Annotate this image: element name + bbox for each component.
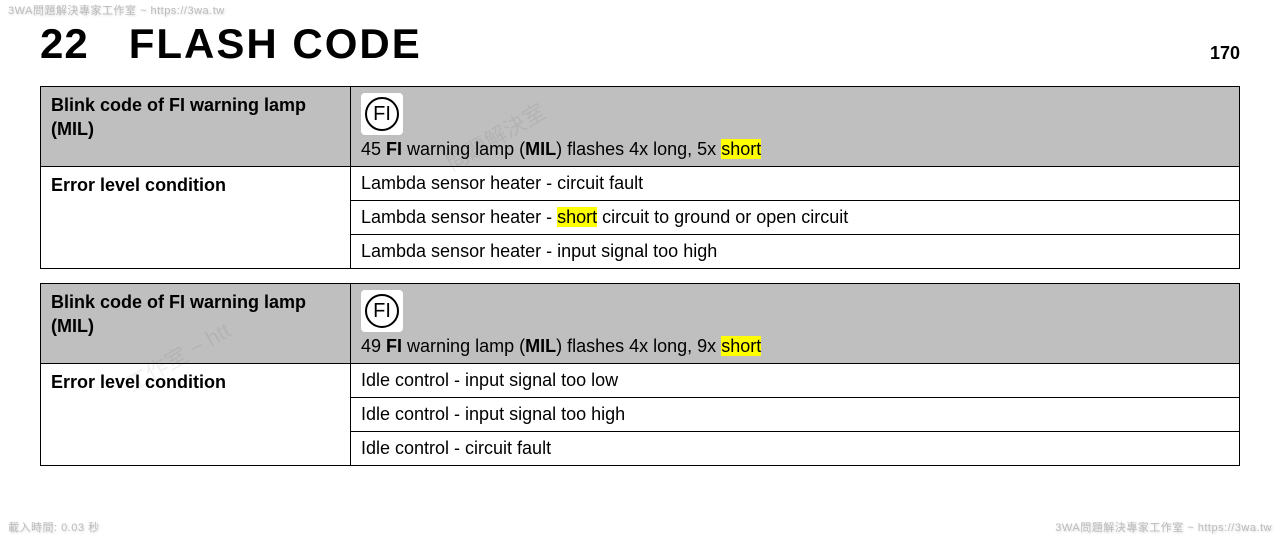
blink-text-d: ) flashes 4x long, 9x: [556, 336, 721, 356]
error-level-label: Error level condition: [41, 364, 351, 466]
error-text-pre: Lambda sensor heater -: [361, 207, 557, 227]
page-number: 170: [1210, 43, 1240, 64]
blink-code-text: 45 FI warning lamp (MIL) flashes 4x long…: [361, 139, 1229, 160]
watermark-bottom-left: 載入時間: 0.03 秒: [8, 519, 100, 535]
blink-code-text: 49 FI warning lamp (MIL) flashes 4x long…: [361, 336, 1229, 357]
section-number: 22: [40, 20, 89, 68]
blink-text-fi: FI: [386, 336, 402, 356]
blink-code-label: Blink code of FI warning lamp (MIL): [41, 87, 351, 167]
error-text-pre: Lambda sensor heater - input signal too …: [361, 241, 717, 261]
error-row: Lambda sensor heater - short circuit to …: [351, 201, 1240, 235]
page-content: 22 FLASH CODE 170 Blink code of FI warni…: [0, 0, 1280, 466]
heading-row: 22 FLASH CODE 170: [40, 20, 1240, 68]
blink-text-d: ) flashes 4x long, 5x: [556, 139, 721, 159]
error-level-label: Error level condition: [41, 167, 351, 269]
error-text-pre: Idle control - circuit fault: [361, 438, 551, 458]
error-text-pre: Idle control - input signal too high: [361, 404, 625, 424]
error-row: Lambda sensor heater - circuit fault: [351, 167, 1240, 201]
error-text-pre: Idle control - input signal too low: [361, 370, 618, 390]
error-row: Idle control - input signal too high: [351, 398, 1240, 432]
watermark-bottom-right: 3WA問題解決專家工作室 ~ https://3wa.tw: [1055, 519, 1272, 535]
flash-code-table-1: Blink code of FI warning lamp (MIL) FI 4…: [40, 86, 1240, 269]
flash-code-table-2: Blink code of FI warning lamp (MIL) FI 4…: [40, 283, 1240, 466]
fi-icon-text: FI: [365, 97, 399, 131]
blink-text-b: warning lamp (: [402, 336, 525, 356]
error-row: Idle control - circuit fault: [351, 432, 1240, 466]
blink-text-mil: MIL: [525, 139, 556, 159]
blink-code-value: FI 49 FI warning lamp (MIL) flashes 4x l…: [351, 284, 1240, 364]
fi-icon: FI: [361, 93, 403, 135]
blink-code-number: 49: [361, 336, 381, 356]
blink-code-number: 45: [361, 139, 381, 159]
fi-icon-text: FI: [365, 294, 399, 328]
blink-text-b: warning lamp (: [402, 139, 525, 159]
blink-highlight: short: [721, 139, 761, 159]
blink-text-fi: FI: [386, 139, 402, 159]
error-row: Idle control - input signal too low: [351, 364, 1240, 398]
watermark-top: 3WA問題解決專家工作室 ~ https://3wa.tw: [8, 2, 225, 18]
blink-highlight: short: [721, 336, 761, 356]
fi-icon: FI: [361, 290, 403, 332]
error-text-post: circuit to ground or open circuit: [597, 207, 848, 227]
blink-code-label: Blink code of FI warning lamp (MIL): [41, 284, 351, 364]
blink-code-value: FI 45 FI warning lamp (MIL) flashes 4x l…: [351, 87, 1240, 167]
section-title: FLASH CODE: [129, 20, 422, 68]
error-row: Lambda sensor heater - input signal too …: [351, 235, 1240, 269]
blink-text-mil: MIL: [525, 336, 556, 356]
error-text-pre: Lambda sensor heater - circuit fault: [361, 173, 643, 193]
error-text-hl: short: [557, 207, 597, 227]
